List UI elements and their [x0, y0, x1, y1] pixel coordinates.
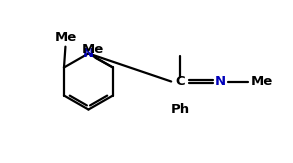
Text: Me: Me: [251, 75, 273, 88]
Text: Me: Me: [54, 31, 76, 44]
Text: Me: Me: [81, 43, 104, 56]
Text: C: C: [175, 75, 185, 88]
Text: N: N: [215, 75, 226, 88]
Text: Ph: Ph: [170, 103, 190, 116]
Text: N: N: [83, 47, 94, 60]
